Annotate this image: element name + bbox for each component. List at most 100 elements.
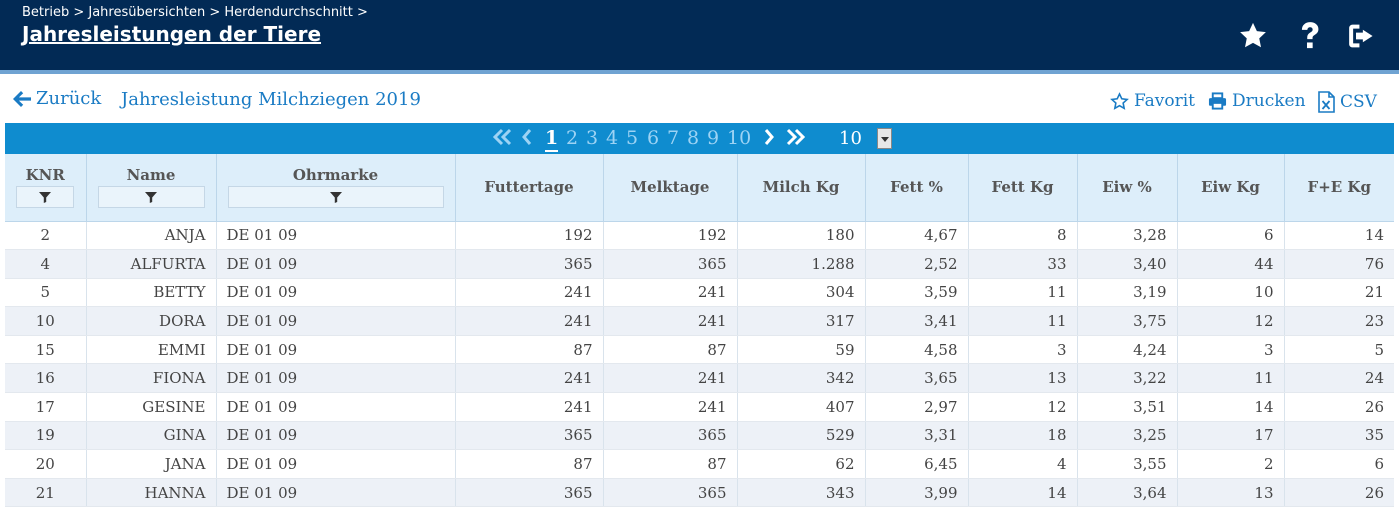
cell-fett-pct: 6,45 — [865, 449, 969, 479]
cell-milch-kg: 304 — [737, 278, 866, 308]
ear-tag-link[interactable]: DE 01 09 — [216, 221, 456, 251]
cell-eiw-kg: 12 — [1177, 306, 1285, 336]
page-2[interactable]: 2 — [566, 127, 579, 149]
cell-name: BETTY — [86, 278, 217, 308]
table-row[interactable]: 19 GINA DE 01 09 365 365 529 3,31 18 3,25 17 35 — [5, 421, 1394, 451]
ear-tag-link[interactable]: DE 01 09 — [216, 449, 456, 479]
column-header-knr[interactable]: KNR — [5, 154, 87, 222]
cell-futtertage: 241 — [455, 278, 604, 308]
column-header-eiw-pct[interactable]: Eiw % — [1077, 154, 1178, 222]
ear-tag-link[interactable]: DE 01 09 — [216, 421, 456, 451]
print-label: Drucken — [1232, 91, 1306, 111]
cell-futtertage: 365 — [455, 249, 604, 279]
question-icon[interactable] — [1293, 19, 1327, 53]
table-row[interactable]: 4 ALFURTA DE 01 09 365 365 1.288 2,52 33 3,40 44 7… — [5, 249, 1394, 279]
cell-fett-pct: 4,67 — [865, 221, 969, 251]
column-header-melktage[interactable]: Melktage — [603, 154, 738, 222]
table-row[interactable]: 20 JANA DE 01 09 87 87 62 6,45 4 3,55 2 6 — [5, 449, 1394, 479]
cell-fett-kg: 14 — [968, 478, 1078, 508]
back-link[interactable]: Zurück — [12, 88, 101, 109]
page-5[interactable]: 5 — [626, 127, 639, 149]
filter-icon[interactable] — [97, 186, 205, 209]
cell-eiw-pct: 3,55 — [1077, 449, 1178, 479]
cell-milch-kg: 529 — [737, 421, 866, 451]
page-4[interactable]: 4 — [606, 127, 619, 149]
ear-tag-link[interactable]: DE 01 09 — [216, 478, 456, 508]
cell-fett-pct: 3,31 — [865, 421, 969, 451]
table-row[interactable]: 2 ANJA DE 01 09 192 192 180 4,67 8 3,28 6 14 — [5, 221, 1394, 251]
cell-milch-kg: 343 — [737, 478, 866, 508]
column-header-name[interactable]: Name — [86, 154, 217, 222]
star-outline-icon — [1110, 91, 1129, 110]
cell-knr: 19 — [5, 421, 87, 451]
page-3[interactable]: 3 — [586, 127, 599, 149]
page-8[interactable]: 8 — [687, 127, 700, 149]
cell-knr: 16 — [5, 363, 87, 394]
filter-icon[interactable] — [227, 186, 444, 209]
table-row[interactable]: 5 BETTY DE 01 09 241 241 304 3,59 11 3,19 10 21 — [5, 278, 1394, 308]
next-page-icon[interactable] — [763, 128, 775, 150]
column-label: KNR — [25, 166, 65, 185]
ear-tag-link[interactable]: DE 01 09 — [216, 392, 456, 422]
column-header-fett-pct[interactable]: Fett % — [865, 154, 969, 222]
column-header-ohrmarke[interactable]: Ohrmarke — [216, 154, 456, 222]
cell-futtertage: 241 — [455, 363, 604, 394]
table-row[interactable]: 15 EMMI DE 01 09 87 87 59 4,58 3 4,24 3 5 — [5, 335, 1394, 365]
report-subtitle: Jahresleistung Milchziegen 2019 — [121, 89, 421, 110]
page-1[interactable]: 1 — [545, 126, 559, 152]
cell-knr: 4 — [5, 249, 87, 279]
cell-futtertage: 87 — [455, 449, 604, 479]
column-header-futtertage[interactable]: Futtertage — [455, 154, 604, 222]
cell-name: GESINE — [86, 392, 217, 422]
cell-fett-kg: 18 — [968, 421, 1078, 451]
cell-milch-kg: 407 — [737, 392, 866, 422]
page-9[interactable]: 9 — [707, 127, 720, 149]
breadcrumb[interactable]: Betrieb > Jahresübersichten > Herdendurc… — [22, 5, 368, 20]
logout-icon[interactable] — [1347, 19, 1381, 53]
table-row[interactable]: 17 GESINE DE 01 09 241 241 407 2,97 12 3,51 14 26 — [5, 392, 1394, 422]
prev-page-icon[interactable] — [521, 128, 533, 150]
last-page-icon[interactable] — [785, 128, 806, 150]
csv-button[interactable]: CSV — [1318, 91, 1377, 113]
cell-melktage: 241 — [603, 306, 738, 336]
column-header-fett-kg[interactable]: Fett Kg — [968, 154, 1078, 222]
table-row[interactable]: 10 DORA DE 01 09 241 241 317 3,41 11 3,75 12 23 — [5, 306, 1394, 336]
cell-futtertage: 87 — [455, 335, 604, 365]
print-icon — [1208, 92, 1227, 110]
ear-tag-link[interactable]: DE 01 09 — [216, 335, 456, 365]
column-header-fe-kg[interactable]: F+E Kg — [1284, 154, 1394, 222]
cell-eiw-kg: 2 — [1177, 449, 1285, 479]
cell-milch-kg: 180 — [737, 221, 866, 251]
header-divider — [0, 70, 1399, 74]
chevron-down-icon[interactable] — [877, 128, 892, 149]
cell-fett-kg: 4 — [968, 449, 1078, 479]
cell-milch-kg: 1.288 — [737, 249, 866, 279]
favorite-button[interactable]: Favorit — [1110, 91, 1195, 111]
page-6[interactable]: 6 — [647, 127, 660, 149]
ear-tag-link[interactable]: DE 01 09 — [216, 363, 456, 394]
cell-melktage: 241 — [603, 278, 738, 308]
print-button[interactable]: Drucken — [1208, 91, 1306, 111]
ear-tag-link[interactable]: DE 01 09 — [216, 306, 456, 336]
column-header-eiw-kg[interactable]: Eiw Kg — [1177, 154, 1285, 222]
ear-tag-link[interactable]: DE 01 09 — [216, 249, 456, 279]
star-icon[interactable] — [1236, 19, 1270, 53]
cell-eiw-pct: 3,28 — [1077, 221, 1178, 251]
cell-name: JANA — [86, 449, 217, 479]
column-header-milch-kg[interactable]: Milch Kg — [737, 154, 866, 222]
table-row[interactable]: 21 HANNA DE 01 09 365 365 343 3,99 14 3,64 13 26 — [5, 478, 1394, 508]
page-7[interactable]: 7 — [667, 127, 680, 149]
cell-fe-kg: 14 — [1284, 221, 1394, 251]
back-label: Zurück — [36, 88, 102, 109]
cell-eiw-pct: 3,75 — [1077, 306, 1178, 336]
cell-futtertage: 241 — [455, 306, 604, 336]
cell-melktage: 241 — [603, 392, 738, 422]
filter-icon[interactable] — [16, 186, 75, 209]
page-size-select[interactable]: 10 — [831, 126, 893, 150]
ear-tag-link[interactable]: DE 01 09 — [216, 278, 456, 308]
first-page-icon[interactable] — [492, 128, 513, 150]
cell-eiw-kg: 17 — [1177, 421, 1285, 451]
table-row[interactable]: 16 FIONA DE 01 09 241 241 342 3,65 13 3,22 11 24 — [5, 363, 1394, 394]
page-10[interactable]: 10 — [727, 127, 752, 149]
cell-fett-kg: 13 — [968, 363, 1078, 394]
